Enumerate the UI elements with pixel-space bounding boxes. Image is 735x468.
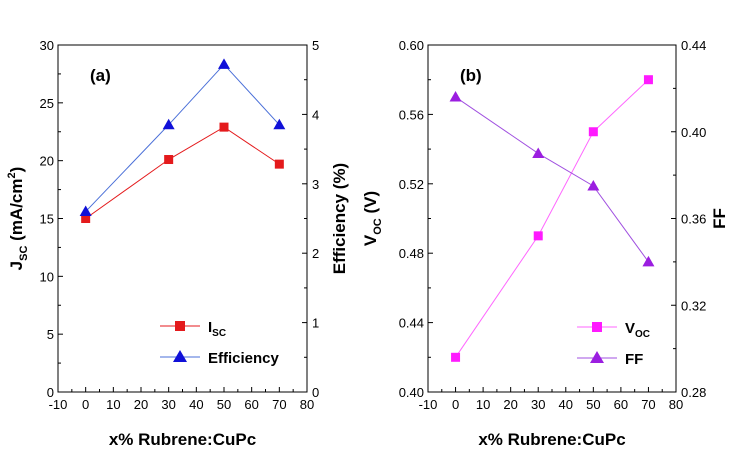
y-left-tick-label: 0 xyxy=(47,385,54,400)
x-tick-label: 10 xyxy=(106,397,120,412)
y-right-tick-label: 5 xyxy=(312,38,319,53)
x-tick-label: 30 xyxy=(531,397,545,412)
panel-label: (b) xyxy=(460,66,482,85)
data-point-square xyxy=(643,75,653,85)
chart-panel-a: -10 0 10 20 30 40 50 60 70 80x% Rubrene:CuPc05101… xyxy=(6,38,349,449)
legend-label: Efficiency xyxy=(208,350,280,367)
data-point-triangle xyxy=(79,205,92,217)
x-tick-label: 0 xyxy=(82,397,89,412)
data-point-square xyxy=(274,159,284,169)
y-left-tick-label: 0.48 xyxy=(399,246,424,261)
x-tick-label: 40 xyxy=(189,397,203,412)
legend-marker-triangle xyxy=(173,350,187,362)
y-right-tick-label: 0 xyxy=(312,385,319,400)
y-left-tick-label: 25 xyxy=(40,96,54,111)
y-right-tick-label: 0.36 xyxy=(681,212,706,227)
x-tick-label: 70 xyxy=(272,397,286,412)
x-tick-label: 20 xyxy=(503,397,517,412)
y-right-axis-label: FF xyxy=(710,208,729,229)
x-tick-label: 50 xyxy=(586,397,600,412)
data-point-triangle xyxy=(587,179,600,191)
y-left-tick-label: 0.60 xyxy=(399,38,424,53)
data-point-triangle xyxy=(449,91,462,102)
legend-marker-square xyxy=(592,322,602,332)
data-point-triangle xyxy=(273,118,286,130)
y-right-tick-label: 1 xyxy=(312,316,319,331)
y-left-axis-label: JSC (mA/cm2) xyxy=(6,167,30,271)
x-tick-label: 10 xyxy=(476,397,490,412)
x-tick-label: 20 xyxy=(134,397,148,412)
legend-label: FF xyxy=(625,351,643,368)
data-point-triangle xyxy=(218,58,230,69)
data-point-square xyxy=(533,231,543,241)
legend-label: VOC xyxy=(625,320,650,340)
y-right-tick-label: 2 xyxy=(312,246,319,261)
legend-marker-triangle xyxy=(590,351,604,363)
x-tick-label: 40 xyxy=(559,397,573,412)
data-point-square xyxy=(219,122,229,132)
x-tick-label: -10 xyxy=(419,397,438,412)
y-left-tick-label: 0.56 xyxy=(399,107,424,122)
y-left-axis-label: VOC (V) xyxy=(361,191,384,246)
data-point-square xyxy=(81,214,91,223)
y-left-tick-label: 5 xyxy=(47,327,54,342)
x-tick-label: 60 xyxy=(614,397,628,412)
y-right-tick-label: 0.40 xyxy=(681,125,706,140)
y-right-tick-label: 3 xyxy=(312,177,319,192)
y-left-tick-label: 0.52 xyxy=(399,177,424,192)
x-tick-label: 60 xyxy=(244,397,258,412)
y-left-tick-label: 20 xyxy=(40,154,54,169)
data-point-square xyxy=(588,127,598,137)
x-tick-label: 80 xyxy=(669,397,683,412)
y-left-tick-label: 15 xyxy=(40,212,54,227)
x-tick-label: 50 xyxy=(217,397,231,412)
data-point-triangle xyxy=(162,118,175,130)
y-right-tick-label: 0.44 xyxy=(681,38,706,53)
legend-marker-square xyxy=(175,321,185,331)
series-line-ff xyxy=(455,96,649,263)
series-line-efficiency xyxy=(85,63,280,212)
legend-label: ISC xyxy=(208,319,226,339)
series-line-v xyxy=(455,79,649,358)
y-left-tick-label: 30 xyxy=(40,38,54,53)
x-axis-label: x% Rubrene:CuPc xyxy=(109,430,256,449)
y-right-tick-label: 0.32 xyxy=(681,298,706,313)
data-point-triangle xyxy=(532,147,545,158)
series-line-i xyxy=(85,126,280,219)
chart-panel-b: -10 0 10 20 30 40 50 60 70 80 x% Rubrene:CuPc 0.40 0… xyxy=(361,38,729,449)
y-right-tick-label: 0.28 xyxy=(681,385,706,400)
x-tick-label: -10 xyxy=(49,397,68,412)
data-point-square xyxy=(164,155,174,165)
y-left-tick-label: 0.40 xyxy=(399,385,424,400)
x-tick-label: 30 xyxy=(161,397,175,412)
panel-label: (a) xyxy=(90,66,111,85)
plot-frame xyxy=(57,44,308,393)
x-tick-label: 70 xyxy=(641,397,655,412)
x-tick-label: 0 xyxy=(452,397,459,412)
data-point-square xyxy=(451,352,461,362)
x-axis-label: x% Rubrene:CuPc xyxy=(478,430,625,449)
y-right-axis-label: Efficiency (%) xyxy=(330,163,349,274)
x-tick-label: 80 xyxy=(300,397,314,412)
y-right-tick-label: 4 xyxy=(312,107,319,122)
y-left-tick-label: 10 xyxy=(40,269,54,284)
data-point-triangle xyxy=(642,255,655,267)
y-left-tick-label: 0.44 xyxy=(399,316,424,331)
